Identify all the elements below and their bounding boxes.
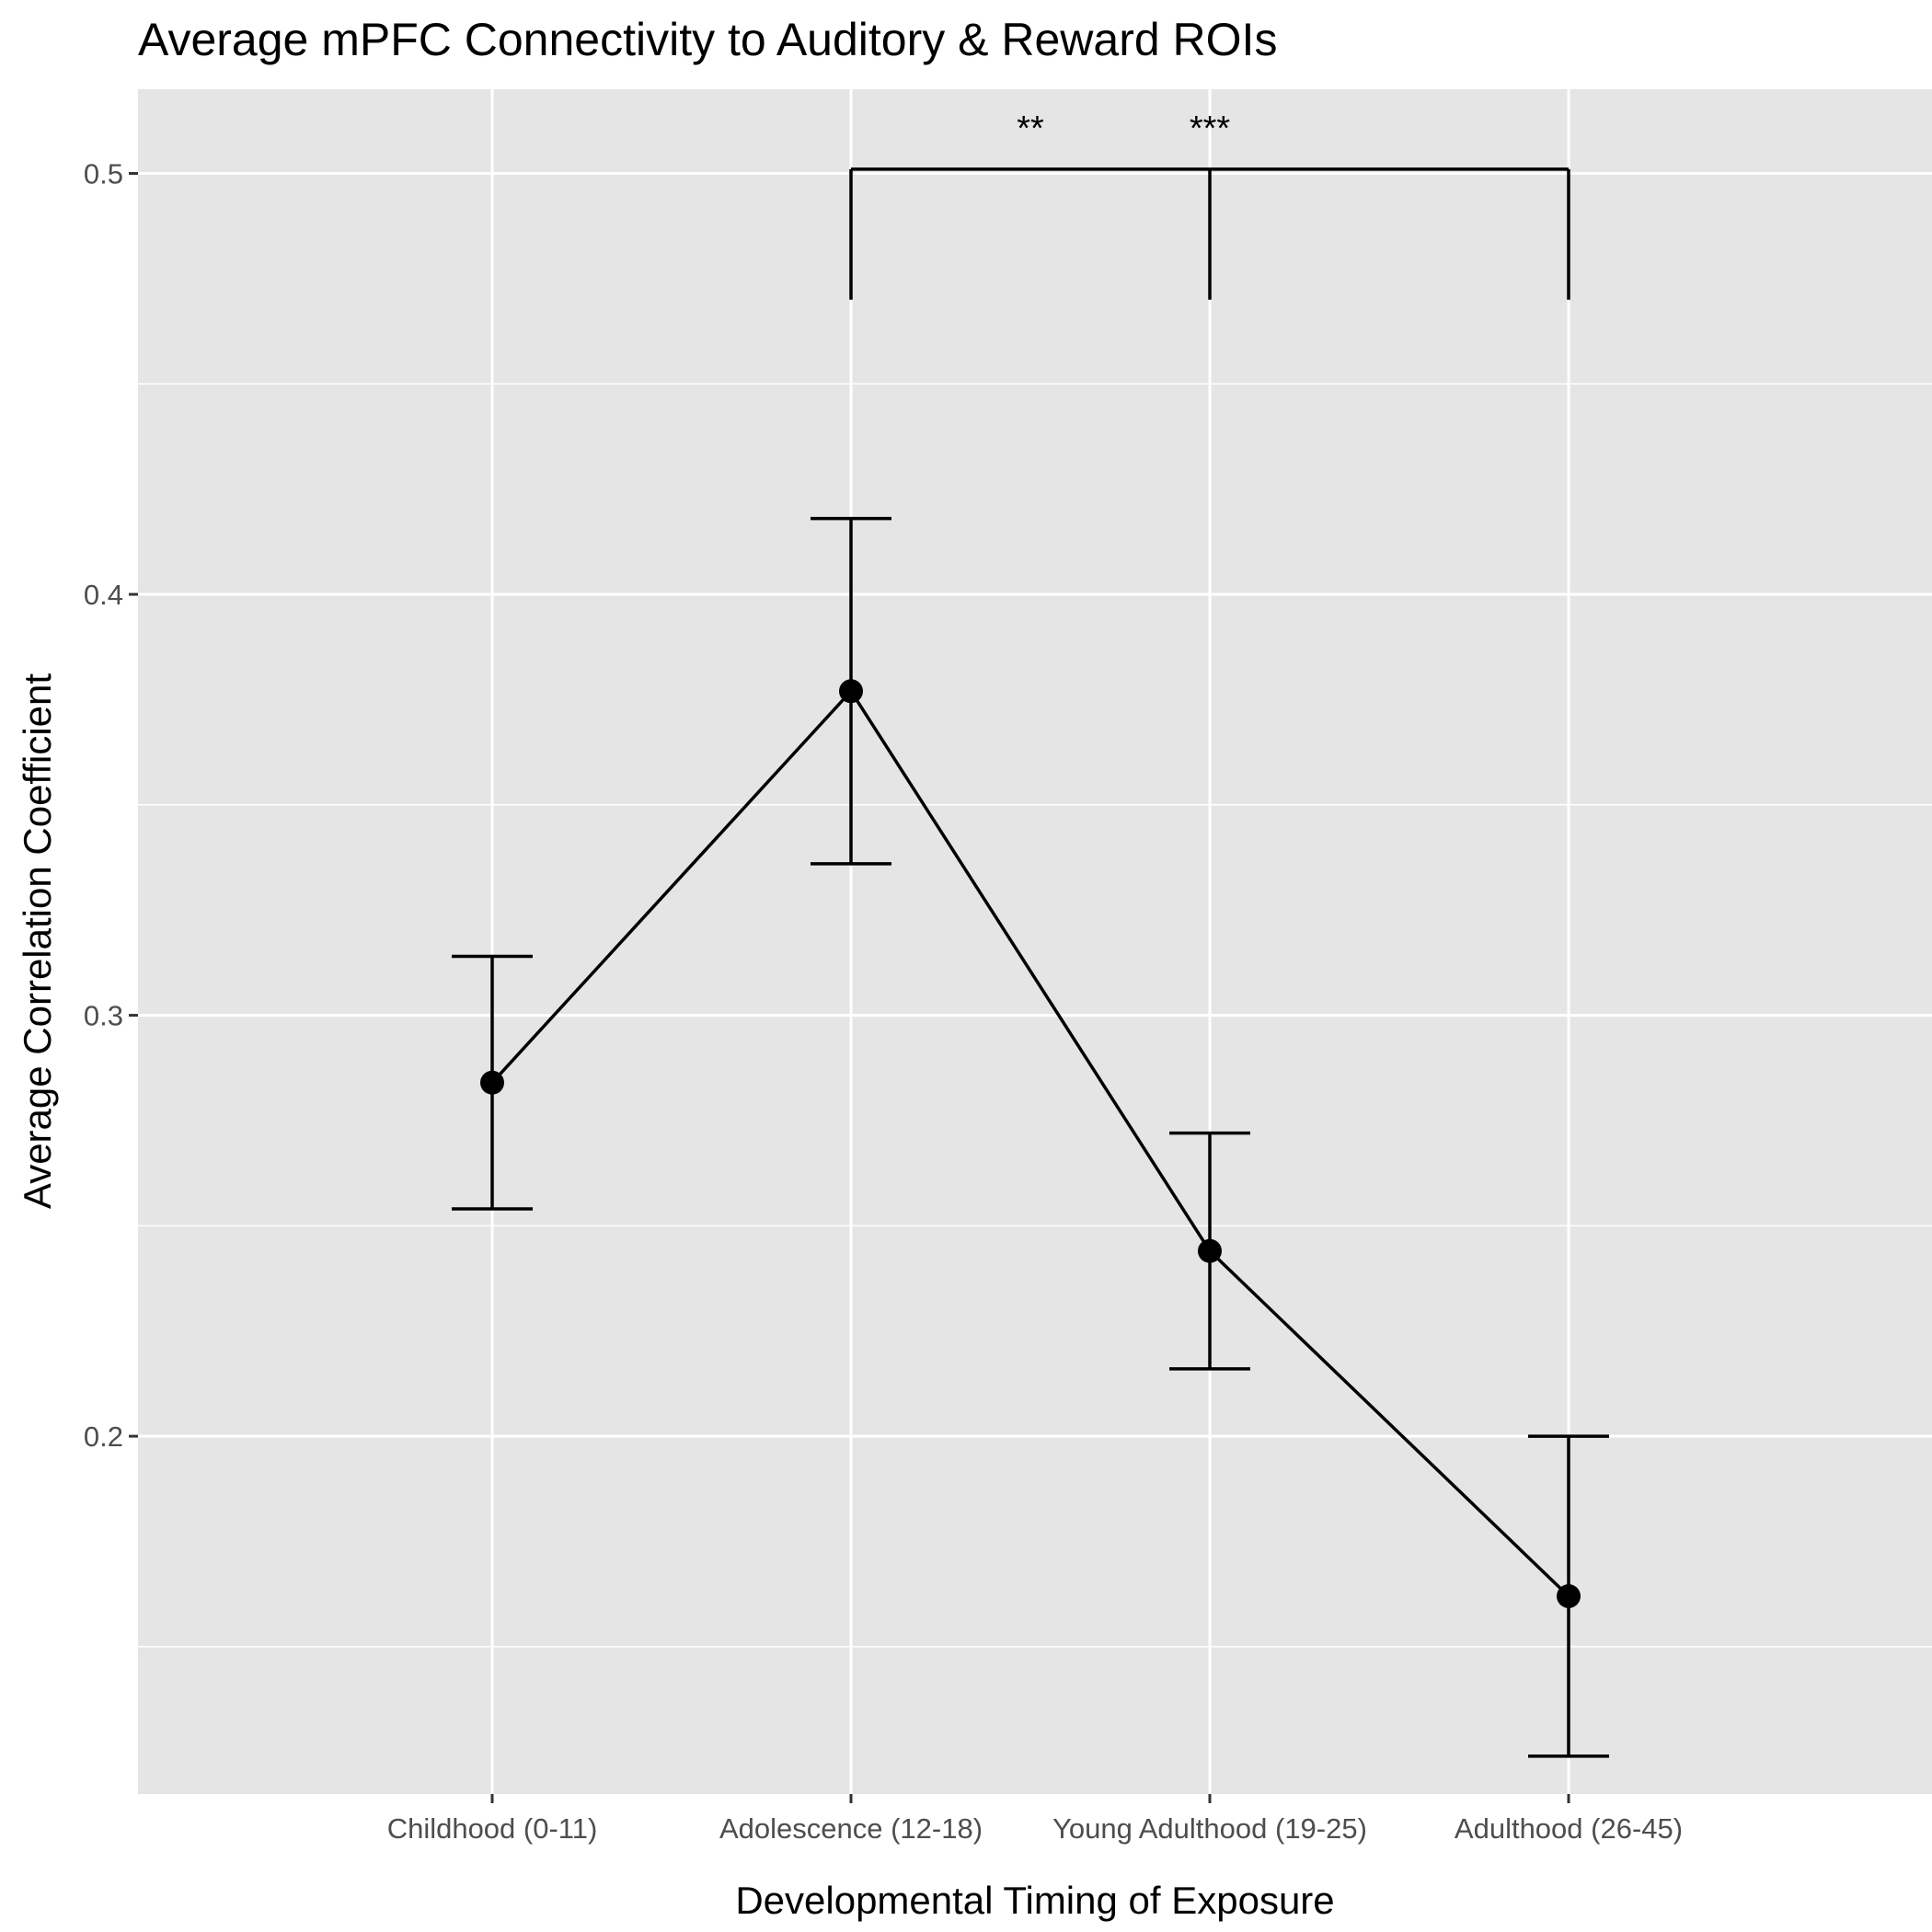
x-tick-label: Childhood (0-11) bbox=[387, 1812, 598, 1845]
x-tick-label: Adulthood (26-45) bbox=[1455, 1812, 1683, 1845]
y-tick-label: 0.5 bbox=[84, 158, 123, 190]
y-tick-label: 0.2 bbox=[84, 1420, 123, 1453]
chart-title: Average mPFC Connectivity to Auditory & … bbox=[138, 14, 1277, 65]
y-axis: 0.2 0.3 0.4 0.5 bbox=[84, 158, 138, 1453]
x-axis: Childhood (0-11) Adolescence (12-18) Young… bbox=[387, 1794, 1683, 1845]
plot-panel bbox=[138, 89, 1932, 1794]
data-point bbox=[1198, 1238, 1222, 1263]
significance-label: ** bbox=[1017, 109, 1044, 148]
series-line bbox=[490, 688, 1570, 1598]
significance-label: *** bbox=[1190, 109, 1231, 148]
minor-gridlines bbox=[138, 383, 1932, 1648]
x-axis-title: Developmental Timing of Exposure bbox=[735, 1879, 1334, 1922]
significance-bracket: ** *** bbox=[849, 109, 1570, 300]
series-average-correlation bbox=[452, 516, 1609, 1758]
y-tick-label: 0.3 bbox=[84, 1000, 123, 1032]
x-tick-label: Adolescence (12-18) bbox=[719, 1812, 983, 1845]
y-axis-title: Average Correlation Coefficient bbox=[16, 673, 59, 1209]
data-point bbox=[480, 1070, 504, 1095]
x-tick-label: Young Adulthood (19-25) bbox=[1052, 1812, 1367, 1845]
data-point bbox=[839, 679, 863, 704]
data-point bbox=[1557, 1583, 1581, 1608]
y-tick-label: 0.4 bbox=[84, 579, 123, 611]
major-gridlines bbox=[138, 89, 1932, 1794]
